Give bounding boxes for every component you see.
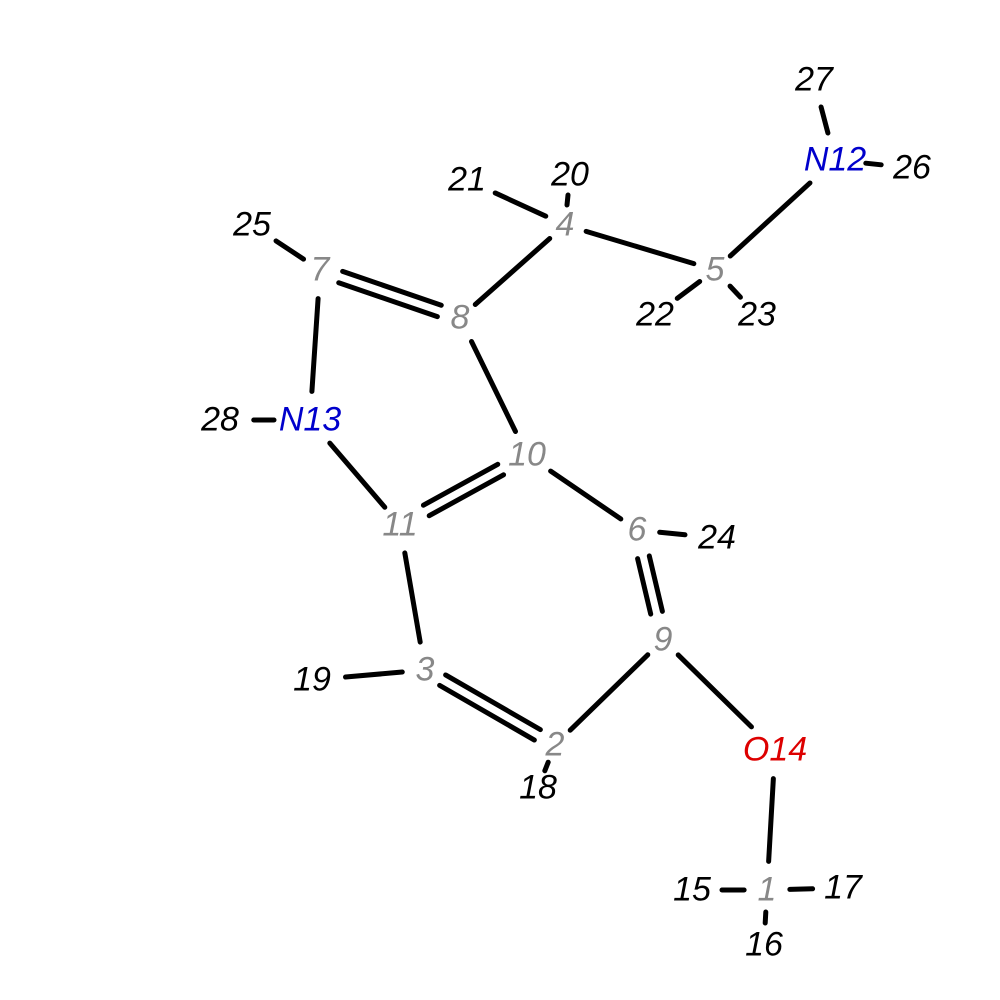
atom-27: 27 xyxy=(795,61,833,100)
atom-16: 16 xyxy=(745,926,783,965)
atom-22: 22 xyxy=(636,296,674,335)
atom-20: 20 xyxy=(551,156,589,195)
atom-3: 3 xyxy=(416,651,435,690)
atom-18: 18 xyxy=(519,769,557,808)
atom-11: 11 xyxy=(382,506,417,545)
atom-9: 9 xyxy=(654,621,673,660)
atom-4: 4 xyxy=(556,206,575,245)
atom-2: 2 xyxy=(546,726,565,765)
atom-26: 26 xyxy=(893,149,931,188)
atom-15: 15 xyxy=(673,871,711,910)
atom-5: 5 xyxy=(706,251,725,290)
atom-N13: N13 xyxy=(279,401,341,440)
atom-21: 21 xyxy=(448,161,486,200)
atom-1: 1 xyxy=(758,871,777,910)
atom-N12: N12 xyxy=(804,141,866,180)
atom-10: 10 xyxy=(508,436,546,475)
atom-17: 17 xyxy=(824,869,862,908)
atom-25: 25 xyxy=(233,206,271,245)
atom-19: 19 xyxy=(293,661,331,700)
atom-23: 23 xyxy=(738,296,776,335)
atom-28: 28 xyxy=(201,401,239,440)
atom-O14: O14 xyxy=(743,731,807,770)
atom-24: 24 xyxy=(698,519,736,558)
atom-8: 8 xyxy=(451,299,470,338)
atom-7: 7 xyxy=(311,251,330,290)
atom-6: 6 xyxy=(628,511,647,550)
